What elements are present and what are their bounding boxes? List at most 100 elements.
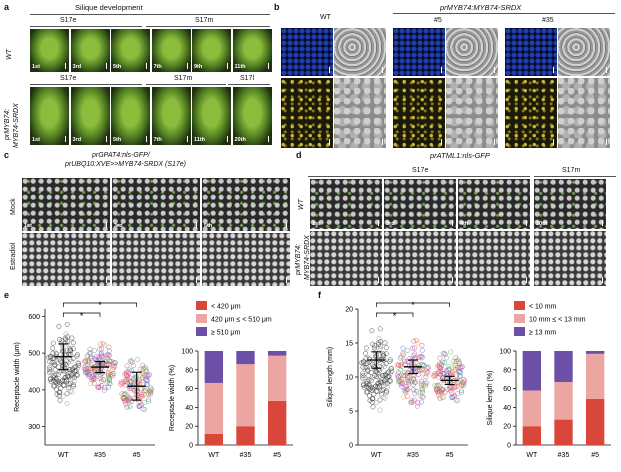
data-point: [412, 379, 418, 385]
data-point: [377, 373, 383, 379]
stacked-bar-segment: [204, 351, 224, 383]
panel-a-label: a: [4, 2, 10, 12]
data-point: [440, 386, 446, 392]
data-point: [112, 360, 118, 365]
data-point: [121, 396, 126, 401]
data-point: [403, 387, 409, 393]
y-tick-label: 10: [345, 375, 353, 382]
data-point: [377, 352, 383, 358]
panel-b-col-35: #35: [542, 17, 554, 24]
data-point: [97, 346, 103, 352]
stacked-bar-segment: [267, 351, 287, 356]
data-point: [418, 380, 424, 386]
data-point: [368, 384, 374, 390]
data-point: [104, 380, 110, 386]
panel-a-stage-s17m: S17m: [195, 17, 214, 24]
x-tick-label: #5: [273, 452, 281, 459]
data-point: [387, 357, 393, 363]
data-point: [363, 345, 369, 351]
data-point: [361, 382, 367, 388]
data-point: [74, 352, 80, 357]
data-point: [370, 375, 376, 380]
data-point: [47, 369, 52, 375]
data-point: [457, 373, 463, 379]
stage-number: 11th: [234, 64, 246, 70]
panel-e-label: e: [4, 290, 10, 300]
stacked-bar-segment: [236, 426, 255, 445]
panel-d-title: prATML1:nls-GFP: [430, 151, 490, 160]
y-tick-label: 400: [28, 387, 40, 394]
data-point: [105, 384, 111, 390]
data-point: [84, 358, 90, 364]
data-point: [363, 361, 369, 367]
stacked-bar-segment: [204, 382, 224, 434]
scale-bar: [267, 63, 269, 69]
stage-number: 3rd: [72, 64, 82, 70]
scale-bar: [267, 136, 269, 142]
data-point: [441, 374, 447, 380]
data-point: [108, 358, 114, 364]
scale-bar: [329, 139, 330, 145]
stage-line: [146, 26, 270, 27]
scale-bar: [602, 277, 603, 283]
data-point: [383, 351, 389, 357]
data-point: [144, 381, 150, 387]
y-tick-label: 80: [185, 367, 193, 374]
panel-d-stage-1: S17e: [412, 167, 429, 174]
stacked-bar-segment: [554, 382, 573, 420]
panel-a-stage-s17e-2: S17e: [60, 75, 77, 82]
data-point: [128, 382, 134, 388]
receptacle-image-bottom: [334, 78, 386, 148]
confocal-image-wt: 10th: [534, 179, 606, 229]
confocal-image-wt: 4th: [458, 179, 530, 229]
data-point: [87, 346, 93, 352]
data-point: [142, 407, 148, 413]
data-point: [437, 388, 443, 394]
data-point: [418, 378, 424, 384]
stacked-bar-segment: [267, 355, 287, 401]
scale-bar: [186, 136, 188, 142]
y-tick-label: 100: [499, 349, 511, 356]
silique-image-srdx: 1st: [30, 87, 69, 145]
y-tick-label: 500: [28, 351, 40, 358]
data-point: [417, 393, 423, 399]
panel-a-row1-label: WT: [6, 49, 13, 60]
scale-bar: [553, 139, 554, 145]
stage-line: [30, 26, 142, 27]
data-point: [445, 373, 451, 379]
data-point: [145, 398, 151, 404]
data-point: [411, 353, 417, 359]
data-point: [411, 338, 417, 344]
data-point: [413, 337, 419, 343]
data-point: [87, 366, 93, 371]
significance-bracket: [375, 312, 414, 317]
data-point: [384, 374, 390, 380]
legend-swatch: [514, 314, 525, 323]
silique-image-srdx: 7th: [151, 87, 191, 145]
data-point: [384, 388, 389, 394]
data-point: [143, 385, 149, 391]
panel-b-col-5: #5: [434, 17, 442, 24]
data-point: [63, 331, 69, 337]
data-point: [440, 394, 446, 400]
panel-c-title-2: prUBQ10:XVE>>MYB74-SRDX (S17e): [65, 161, 186, 168]
data-point: [64, 368, 70, 373]
scale-bar: [441, 139, 442, 145]
data-point: [66, 359, 72, 365]
data-point: [380, 372, 386, 378]
confocal-image-wt: 3rd: [384, 179, 456, 229]
stage-number: 9th: [194, 64, 203, 70]
data-point: [71, 382, 76, 388]
data-point: [431, 373, 437, 379]
data-point: [415, 361, 420, 367]
stage-number: 3rd: [72, 137, 82, 143]
data-point: [454, 365, 460, 371]
significance-star: *: [393, 311, 397, 321]
stage-number: 1st: [32, 64, 40, 70]
data-point: [436, 383, 442, 389]
stacked-bar-segment: [585, 353, 605, 399]
data-point: [105, 370, 111, 375]
data-point: [83, 368, 88, 374]
data-point: [93, 354, 99, 360]
receptacle-image-top: [334, 28, 386, 76]
